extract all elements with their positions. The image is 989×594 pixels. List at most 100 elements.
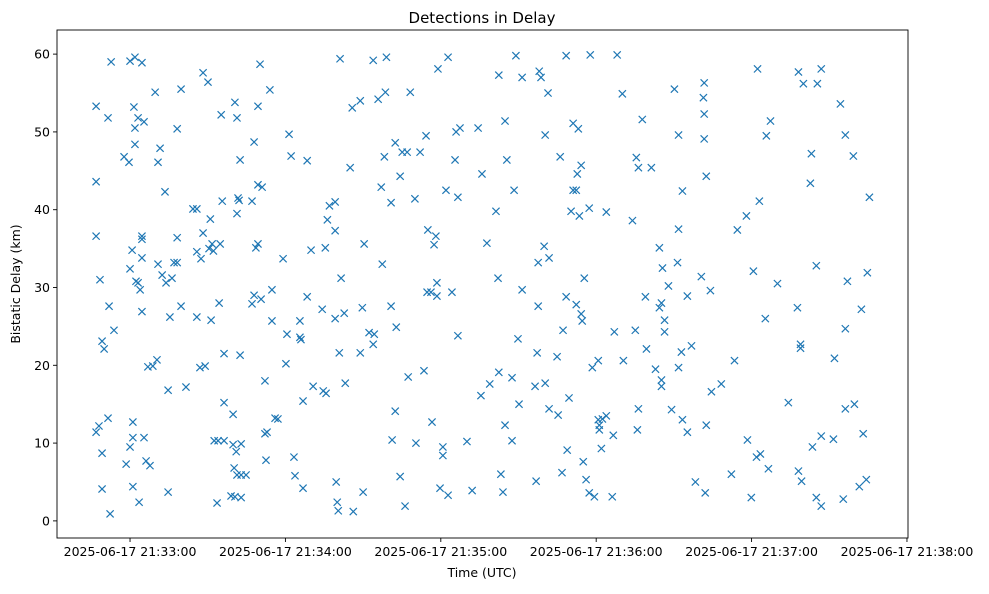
- data-point: [700, 109, 709, 119]
- data-point: [532, 477, 541, 486]
- data-point: [700, 134, 709, 143]
- y-tick-label: 60: [34, 47, 50, 62]
- data-point: [563, 446, 572, 455]
- data-point: [447, 288, 456, 297]
- data-point: [441, 186, 451, 195]
- data-point: [699, 93, 708, 102]
- data-point: [279, 254, 288, 263]
- data-point: [213, 498, 222, 508]
- data-point: [859, 429, 868, 438]
- data-point: [164, 488, 173, 497]
- data-point: [100, 344, 109, 353]
- data-point: [673, 258, 682, 267]
- data-point: [158, 271, 167, 280]
- data-point: [247, 197, 257, 206]
- data-point: [554, 411, 563, 420]
- data-point: [151, 88, 160, 97]
- data-point: [281, 359, 290, 368]
- data-point: [260, 429, 269, 438]
- data-point: [431, 232, 440, 241]
- data-point: [230, 98, 239, 107]
- data-point: [733, 225, 742, 234]
- data-point: [230, 463, 239, 473]
- data-point: [250, 291, 259, 300]
- x-tick-label: 2025-06-17 21:35:00: [374, 544, 507, 559]
- data-point: [381, 88, 390, 97]
- data-point: [474, 123, 483, 133]
- data-point: [575, 211, 584, 220]
- data-point: [365, 328, 374, 337]
- data-point: [702, 172, 711, 181]
- data-point: [513, 334, 523, 343]
- data-point: [103, 414, 113, 423]
- data-point: [743, 435, 752, 445]
- data-point: [608, 492, 617, 501]
- data-point: [247, 299, 257, 308]
- data-point: [289, 453, 298, 462]
- data-point: [107, 57, 116, 66]
- data-point: [391, 407, 400, 416]
- data-point: [533, 348, 542, 357]
- data-point: [396, 172, 405, 181]
- data-point: [572, 186, 581, 195]
- data-point: [210, 436, 219, 445]
- data-point: [232, 209, 242, 218]
- data-point: [307, 246, 316, 255]
- data-point: [580, 274, 589, 283]
- data-point: [638, 115, 647, 124]
- data-point: [208, 239, 217, 248]
- data-point: [482, 239, 491, 248]
- data-point: [773, 279, 782, 288]
- data-point: [841, 324, 850, 333]
- data-point: [192, 247, 201, 256]
- data-point: [619, 356, 628, 365]
- x-tick-label: 2025-06-17 21:33:00: [64, 544, 197, 559]
- data-point: [403, 148, 412, 157]
- data-point: [797, 477, 806, 486]
- data-point: [747, 493, 756, 502]
- data-point: [426, 288, 435, 297]
- data-point: [109, 326, 118, 335]
- data-point: [139, 117, 149, 126]
- data-point: [129, 102, 138, 112]
- data-point: [784, 398, 793, 407]
- data-point: [657, 382, 666, 391]
- data-point: [265, 85, 274, 94]
- data-point: [628, 216, 637, 225]
- data-point: [290, 471, 300, 480]
- data-point: [468, 486, 477, 495]
- data-point: [674, 130, 683, 140]
- data-point: [170, 258, 179, 267]
- data-point: [206, 215, 215, 224]
- data-point: [173, 233, 182, 242]
- data-point: [537, 73, 546, 82]
- data-point: [242, 470, 251, 480]
- data-point: [451, 155, 460, 164]
- data-point: [677, 348, 686, 357]
- data-point: [541, 379, 550, 388]
- data-point: [830, 354, 839, 363]
- data-point: [553, 352, 562, 361]
- data-point: [674, 363, 683, 372]
- data-point: [192, 204, 201, 213]
- data-point: [137, 235, 146, 244]
- data-point: [220, 436, 229, 445]
- data-point: [257, 295, 266, 304]
- data-point: [382, 53, 391, 62]
- data-point: [808, 442, 817, 452]
- data-point: [660, 316, 669, 325]
- data-point: [485, 379, 494, 388]
- data-point: [701, 488, 710, 497]
- data-point: [380, 152, 389, 161]
- data-point: [651, 365, 660, 374]
- data-point: [762, 131, 771, 140]
- data-point: [130, 53, 139, 62]
- data-point: [862, 475, 871, 484]
- data-point: [349, 507, 358, 516]
- data-point: [534, 302, 543, 311]
- data-point: [130, 140, 139, 149]
- data-point: [237, 439, 246, 448]
- data-point: [299, 397, 308, 406]
- data-point: [387, 198, 396, 207]
- data-point: [534, 258, 543, 267]
